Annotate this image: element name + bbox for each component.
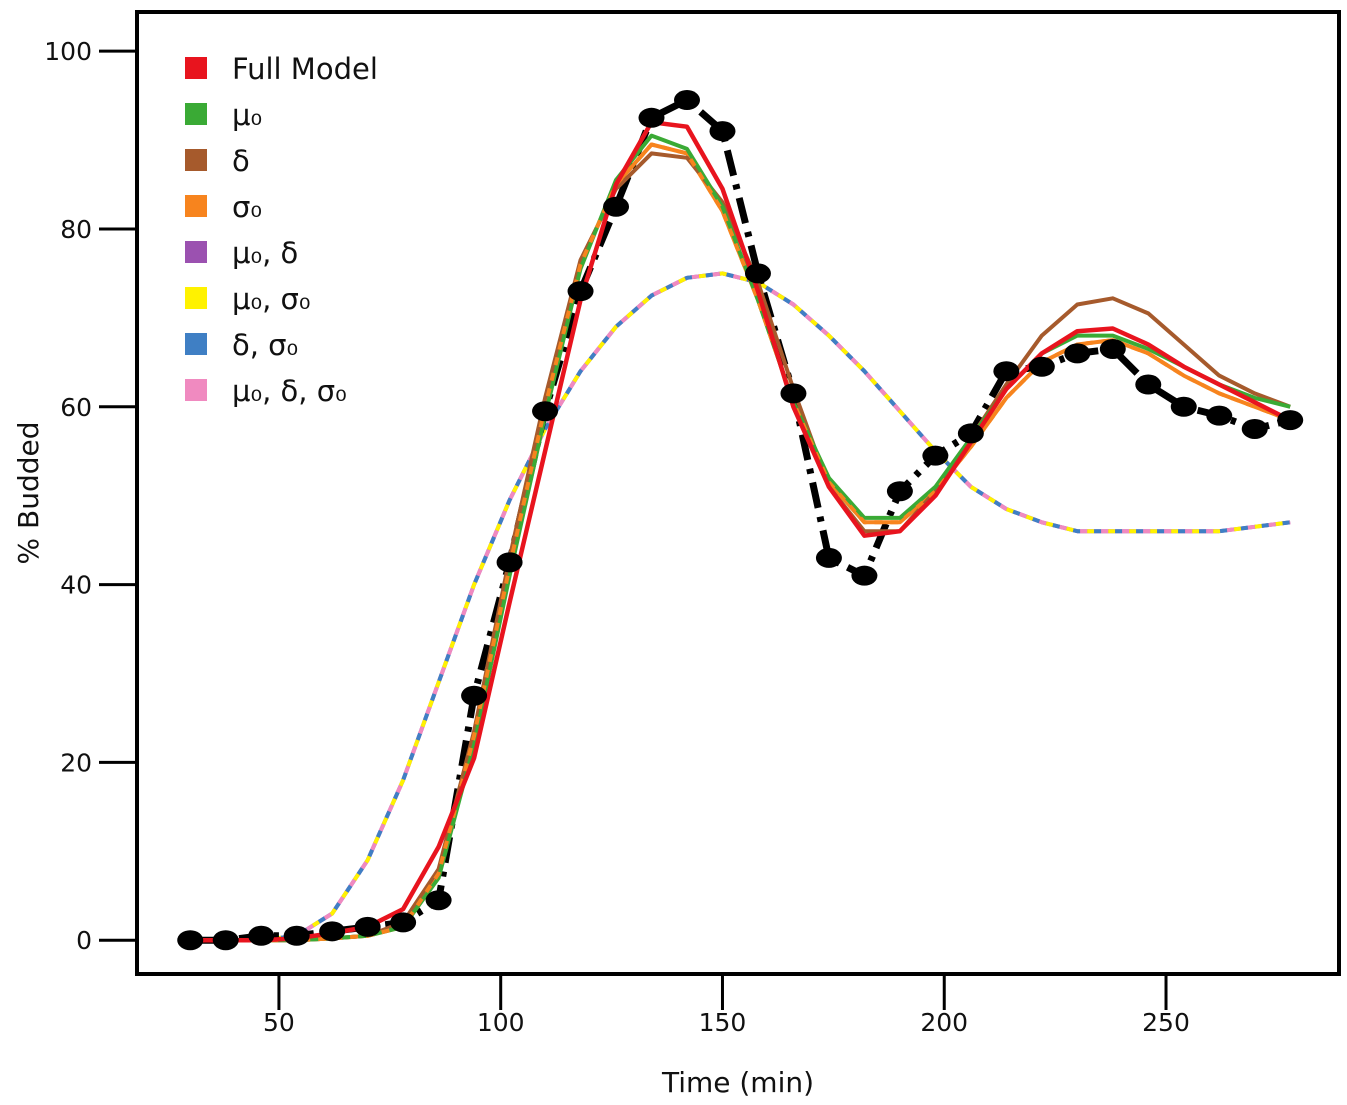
observed-point: [922, 445, 949, 466]
observed-point: [1099, 338, 1126, 359]
legend-label-full: Full Model: [232, 52, 378, 86]
x-axis: 50 100 150 200 250: [263, 974, 1190, 1037]
observed-point: [886, 481, 913, 502]
x-tick-label: 250: [1142, 1008, 1190, 1037]
legend-label-delta: δ: [232, 144, 250, 178]
mu0-line: [190, 133, 1291, 943]
observed-point: [815, 547, 842, 568]
observed-point: [957, 423, 984, 444]
observed-point: [603, 196, 630, 217]
observed-point: [319, 921, 346, 942]
observed-point: [1170, 396, 1197, 417]
y-tick-label: 0: [76, 926, 92, 955]
y-axis: 0 20 40 60 80 100: [44, 37, 137, 955]
legend-swatch-delta: [185, 149, 207, 171]
legend-swatch-mu0-delta-sigma0: [185, 379, 207, 401]
observed-point: [993, 361, 1020, 382]
legend-label-delta-sigma0: δ, σ₀: [232, 328, 298, 362]
observed-point: [248, 925, 275, 946]
legend-swatch-delta-sigma0: [185, 333, 207, 355]
observed-point: [212, 930, 239, 951]
observed-point: [425, 890, 452, 911]
legend-label-mu0-delta: μ₀, δ: [232, 236, 298, 270]
legend-swatch-full: [185, 57, 207, 79]
observed-points: [177, 90, 1304, 951]
y-tick-label: 80: [60, 215, 92, 244]
legend-swatch-mu0-delta: [185, 241, 207, 263]
legend-swatch-mu0: [185, 103, 207, 125]
legend-swatch-sigma0: [185, 195, 207, 217]
sigma0-overlay-line: [190, 142, 1291, 943]
mu0-sigma0-line: [190, 271, 1291, 943]
observed-point: [496, 552, 523, 573]
y-tick-label: 40: [60, 571, 92, 600]
y-tick-label: 20: [60, 748, 92, 777]
legend-label-mu0: μ₀: [232, 98, 262, 132]
legend-label-sigma0: σ₀: [232, 190, 262, 224]
y-tick-label: 60: [60, 393, 92, 422]
x-axis-title: Time (min): [661, 1066, 814, 1099]
delta-sigma0-line: [190, 271, 1291, 943]
legend-swatch-mu0-sigma0: [185, 287, 207, 309]
mu0-delta-line: [190, 271, 1291, 943]
y-axis-title: % Budded: [12, 421, 45, 564]
legend-label-mu0-sigma0: μ₀, σ₀: [232, 282, 311, 316]
y-tick-label: 100: [44, 37, 92, 66]
x-tick-label: 50: [263, 1008, 295, 1037]
observed-point: [1135, 374, 1162, 395]
plot-frame: [135, 10, 1341, 976]
observed-point: [1277, 410, 1304, 431]
x-tick-label: 100: [477, 1008, 525, 1037]
observed-point: [1241, 418, 1268, 439]
observed-point: [532, 401, 559, 422]
observed-point: [709, 121, 736, 142]
legend-label-mu0-delta-sigma0: μ₀, δ, σ₀: [232, 374, 347, 408]
observed-line: [190, 96, 1292, 944]
observed-point: [177, 930, 204, 951]
series-layer: [190, 96, 1292, 944]
x-tick-label: 200: [920, 1008, 968, 1037]
observed-point: [461, 685, 488, 706]
observed-point: [354, 916, 381, 937]
observed-point: [780, 383, 807, 404]
observed-point: [390, 912, 417, 933]
observed-point: [1028, 356, 1055, 377]
observed-point: [851, 565, 878, 586]
observed-point: [283, 925, 310, 946]
mu0-delta-sigma0-line: [190, 271, 1291, 943]
observed-point: [638, 107, 665, 128]
observed-point: [567, 281, 594, 302]
observed-point: [673, 90, 700, 111]
x-tick-label: 150: [699, 1008, 747, 1037]
observed-point: [1206, 405, 1233, 426]
legend: Full Model μ₀ δ σ₀ μ₀, δ μ₀, σ₀ δ, σ₀ μ₀, δ, σ₀: [185, 52, 378, 408]
delta-line: [190, 151, 1291, 943]
observed-point: [1064, 343, 1091, 364]
sigma0-line: [190, 142, 1291, 943]
observed-point: [744, 263, 771, 284]
